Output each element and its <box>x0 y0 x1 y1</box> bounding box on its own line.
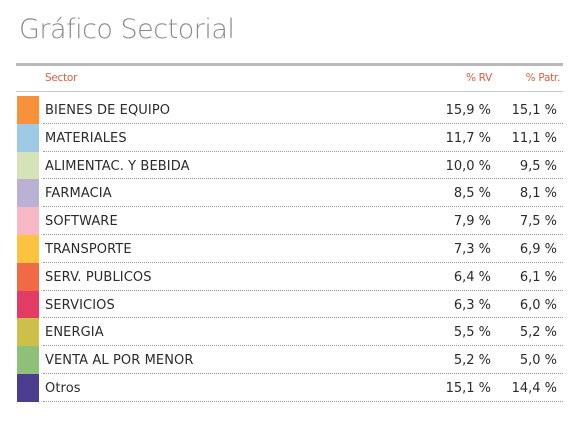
patr-value: 8,1 % <box>519 186 557 202</box>
sector-name: SERVICIOS <box>45 297 115 313</box>
header-rv: % RV <box>465 72 492 84</box>
table-header: Sector % RV % Patr. <box>16 66 563 92</box>
sector-name: Otros <box>45 380 81 396</box>
table-row: BIENES DE EQUIPO 15,9 % 15,1 % <box>16 96 563 124</box>
row-divider <box>43 122 563 124</box>
rv-value: 6,4 % <box>453 269 491 285</box>
row-divider <box>43 261 563 263</box>
patr-value: 6,9 % <box>519 241 557 257</box>
header-sector: Sector <box>45 72 77 84</box>
table-row: FARMACIA 8,5 % 8,1 % <box>16 179 563 208</box>
patr-value: 5,2 % <box>519 325 557 341</box>
table-row: SERV. PUBLICOS 6,4 % 6,1 % <box>16 262 563 291</box>
color-swatch <box>17 207 39 235</box>
color-swatch <box>17 123 39 152</box>
patr-value: 15,1 % <box>511 103 557 118</box>
rv-value: 7,3 % <box>453 241 491 257</box>
sector-table: BIENES DE EQUIPO 15,9 % 15,1 % MATERIALE… <box>16 96 563 402</box>
table-row: ALIMENTAC. Y BEBIDA 10,0 % 9,5 % <box>16 151 563 180</box>
rv-value: 8,5 % <box>453 186 491 202</box>
patr-value: 6,0 % <box>519 297 557 313</box>
sector-name: FARMACIA <box>45 186 112 202</box>
row-divider <box>43 150 563 152</box>
rv-value: 11,7 % <box>445 130 491 146</box>
table-row: SERVICIOS 6,3 % 6,0 % <box>16 290 563 319</box>
row-divider <box>43 178 563 180</box>
patr-value: 7,5 % <box>519 214 557 230</box>
row-divider <box>43 345 563 347</box>
table-row: SOFTWARE 7,9 % 7,5 % <box>16 207 563 235</box>
color-swatch <box>17 290 39 319</box>
row-divider <box>43 289 563 291</box>
patr-value: 9,5 % <box>519 158 557 174</box>
color-swatch <box>17 318 39 347</box>
color-swatch <box>17 262 39 291</box>
patr-value: 5,0 % <box>519 353 557 369</box>
sector-name: VENTA AL POR MENOR <box>45 353 194 369</box>
row-divider <box>43 400 563 402</box>
rv-value: 5,5 % <box>453 325 491 341</box>
patr-value: 11,1 % <box>511 130 557 146</box>
sector-name: SERV. PUBLICOS <box>45 269 152 285</box>
rv-value: 6,3 % <box>453 297 491 313</box>
color-swatch <box>17 179 39 208</box>
table-row: MATERIALES 11,7 % 11,1 % <box>16 123 563 152</box>
color-swatch <box>17 151 39 180</box>
sector-name: MATERIALES <box>45 130 127 146</box>
table-row: ENERGIA 5,5 % 5,2 % <box>16 318 563 347</box>
row-divider <box>43 372 563 374</box>
header-divider <box>16 91 563 92</box>
row-divider <box>43 206 563 208</box>
rv-value: 10,0 % <box>445 158 491 174</box>
title-divider <box>16 63 563 66</box>
sector-name: SOFTWARE <box>45 214 118 230</box>
row-divider <box>43 233 563 235</box>
table-row: VENTA AL POR MENOR 5,2 % 5,0 % <box>16 346 563 374</box>
rv-value: 15,1 % <box>445 380 491 396</box>
table-row: TRANSPORTE 7,3 % 6,9 % <box>16 234 563 263</box>
rv-value: 5,2 % <box>453 353 491 369</box>
row-divider <box>43 317 563 319</box>
sector-name: ENERGIA <box>45 325 104 341</box>
page-title: Gráfico Sectorial <box>19 14 235 45</box>
color-swatch <box>17 96 39 124</box>
rv-value: 15,9 % <box>445 103 491 118</box>
patr-value: 14,4 % <box>511 380 557 396</box>
header-patr: % Patr. <box>525 72 561 84</box>
sector-name: BIENES DE EQUIPO <box>45 103 171 118</box>
table-row: Otros 15,1 % 14,4 % <box>16 373 563 402</box>
sector-name: TRANSPORTE <box>45 241 132 257</box>
sector-name: ALIMENTAC. Y BEBIDA <box>45 158 190 174</box>
patr-value: 6,1 % <box>519 269 557 285</box>
color-swatch <box>17 234 39 263</box>
color-swatch <box>17 346 39 374</box>
rv-value: 7,9 % <box>453 214 491 230</box>
color-swatch <box>17 373 39 402</box>
